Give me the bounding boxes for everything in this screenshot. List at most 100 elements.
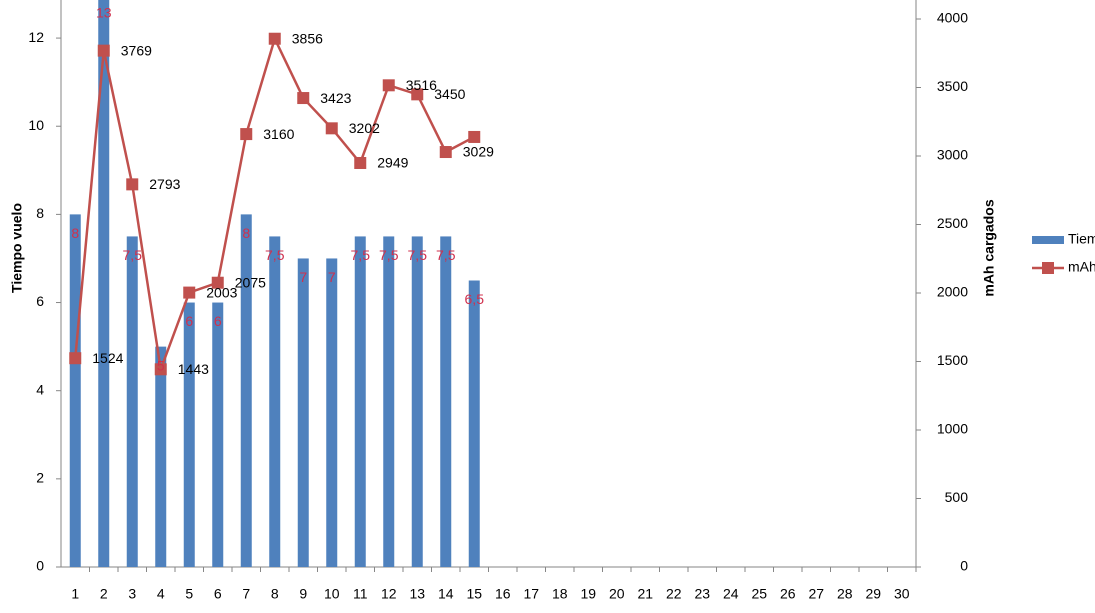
data-label: 2075: [235, 274, 266, 290]
x-tick-label: 26: [780, 586, 796, 602]
y2-tick-label: 2500: [937, 215, 968, 231]
data-label: 2793: [149, 176, 180, 192]
data-label: 2003: [206, 284, 237, 300]
data-label: 7,5: [379, 247, 399, 263]
y2-tick-label: 1500: [937, 352, 968, 368]
x-tick-label: 11: [353, 586, 368, 602]
bar: [383, 236, 395, 567]
data-label: 3769: [121, 42, 152, 58]
x-tick-label: 9: [299, 586, 307, 602]
x-tick-label: 23: [694, 586, 710, 602]
x-tick-label: 16: [495, 586, 511, 602]
y-tick-label: 2: [36, 470, 44, 486]
marker: [468, 130, 481, 143]
data-label: 1524: [92, 350, 123, 366]
marker: [382, 79, 395, 92]
x-tick-label: 14: [438, 586, 454, 602]
bar: [240, 214, 252, 567]
marker: [154, 363, 167, 376]
data-label: 6: [214, 313, 222, 329]
y2-tick-label: 4000: [937, 10, 968, 26]
bar: [354, 236, 366, 567]
x-tick-label: 29: [865, 586, 881, 602]
data-label: 3029: [463, 144, 494, 160]
x-tick-label: 6: [214, 586, 222, 602]
x-tick-label: 1: [71, 586, 79, 602]
marker: [211, 276, 224, 289]
marker: [439, 146, 452, 159]
x-tick-label: 27: [808, 586, 824, 602]
data-label: 3202: [349, 120, 380, 136]
x-tick-label: 15: [466, 586, 482, 602]
data-label: 5: [157, 357, 165, 373]
data-label: 6,5: [465, 291, 485, 307]
marker: [354, 156, 367, 169]
x-tick-label: 25: [751, 586, 767, 602]
bar: [212, 302, 224, 567]
bar: [98, 0, 110, 567]
bar: [69, 214, 81, 567]
y2-tick-label: 1000: [937, 421, 968, 437]
x-tick-label: 4: [157, 586, 165, 602]
y-tick-label: 8: [36, 205, 44, 221]
x-tick-label: 7: [242, 586, 250, 602]
x-tick-label: 17: [523, 586, 539, 602]
y2-tick-label: 3000: [937, 147, 968, 163]
data-label: 3856: [292, 30, 323, 46]
bar: [126, 236, 138, 567]
x-tick-label: 18: [552, 586, 568, 602]
legend-label: mAh cargados: [1068, 259, 1095, 275]
x-tick-label: 5: [185, 586, 193, 602]
x-tick-label: 19: [580, 586, 596, 602]
y2-tick-label: 2000: [937, 284, 968, 300]
y-tick-label: 0: [36, 558, 44, 574]
bar: [183, 302, 195, 567]
legend-swatch: [1042, 262, 1054, 274]
data-label: 7,5: [265, 247, 285, 263]
marker: [268, 32, 281, 45]
y-tick-label: 6: [36, 293, 44, 309]
data-label: 2949: [377, 155, 408, 171]
y-tick-label: 12: [28, 29, 44, 45]
data-label: 8: [71, 225, 79, 241]
x-tick-label: 8: [271, 586, 279, 602]
bar: [440, 236, 452, 567]
x-tick-label: 24: [723, 586, 739, 602]
marker: [126, 178, 139, 191]
x-tick-label: 13: [409, 586, 425, 602]
marker: [411, 88, 424, 101]
data-label: 1443: [178, 361, 209, 377]
data-label: 3516: [406, 77, 437, 93]
y2-tick-label: 500: [945, 489, 969, 505]
data-label: 3450: [434, 86, 465, 102]
legend-swatch: [1032, 236, 1064, 244]
x-tick-label: 3: [128, 586, 136, 602]
bar: [411, 236, 423, 567]
data-label: 7: [299, 269, 307, 285]
data-label: 8: [242, 225, 250, 241]
marker: [325, 122, 338, 135]
bar: [155, 346, 167, 567]
x-tick-label: 10: [324, 586, 340, 602]
y-tick-label: 4: [36, 381, 44, 397]
y-tick-label: 10: [28, 117, 44, 133]
x-tick-label: 12: [381, 586, 397, 602]
bar: [326, 258, 338, 567]
data-label: 7: [328, 269, 336, 285]
bar: [468, 280, 480, 567]
data-label: 7,5: [351, 247, 371, 263]
x-tick-label: 2: [100, 586, 108, 602]
marker: [297, 92, 310, 105]
bar: [297, 258, 309, 567]
x-tick-label: 21: [637, 586, 653, 602]
x-tick-label: 20: [609, 586, 625, 602]
y2-tick-label: 0: [960, 558, 968, 574]
x-tick-label: 30: [894, 586, 910, 602]
data-label: 7,5: [436, 247, 456, 263]
marker: [97, 44, 110, 57]
bar: [269, 236, 281, 567]
marker: [183, 286, 196, 299]
data-label: 3423: [320, 90, 351, 106]
data-label: 13: [96, 5, 112, 21]
